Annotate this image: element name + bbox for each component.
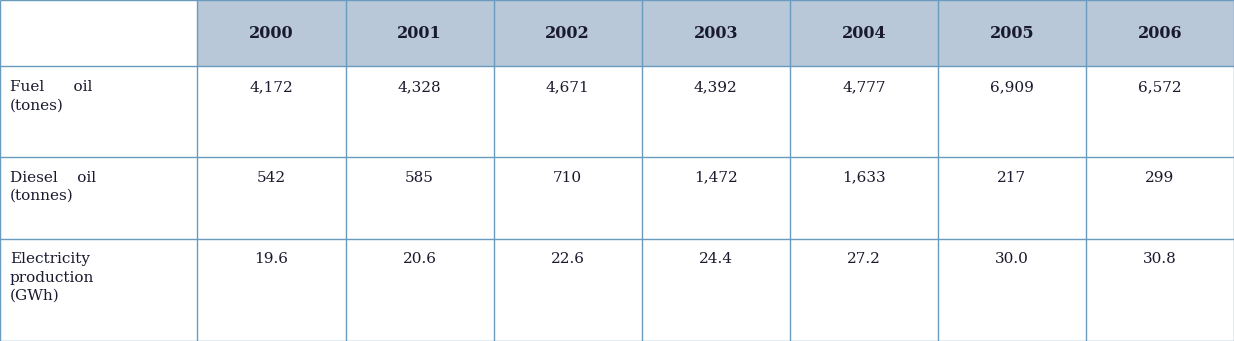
Text: 2002: 2002 xyxy=(545,25,590,42)
Text: 30.8: 30.8 xyxy=(1143,252,1177,266)
Text: 27.2: 27.2 xyxy=(847,252,881,266)
Bar xyxy=(0,239,197,341)
Bar xyxy=(0,157,197,239)
Bar xyxy=(0,66,197,157)
Bar xyxy=(1086,157,1234,239)
Bar xyxy=(790,66,938,157)
Text: 2000: 2000 xyxy=(249,25,294,42)
Text: 2003: 2003 xyxy=(694,25,738,42)
Text: Electricity
production
(GWh): Electricity production (GWh) xyxy=(10,252,94,303)
Bar xyxy=(197,239,346,341)
Bar xyxy=(494,66,642,157)
Text: 4,671: 4,671 xyxy=(545,80,590,94)
Bar xyxy=(197,66,346,157)
Bar xyxy=(790,157,938,239)
Bar xyxy=(0,0,197,66)
Bar xyxy=(346,66,494,157)
Bar xyxy=(790,0,938,66)
Text: 299: 299 xyxy=(1145,170,1175,184)
Text: 19.6: 19.6 xyxy=(254,252,289,266)
Text: 710: 710 xyxy=(553,170,582,184)
Bar xyxy=(642,239,790,341)
Bar xyxy=(346,0,494,66)
Bar xyxy=(1086,0,1234,66)
Bar xyxy=(642,66,790,157)
Bar xyxy=(938,0,1086,66)
Text: 217: 217 xyxy=(997,170,1027,184)
Text: 6,909: 6,909 xyxy=(990,80,1034,94)
Text: 6,572: 6,572 xyxy=(1138,80,1182,94)
Text: 1,633: 1,633 xyxy=(842,170,886,184)
Bar xyxy=(790,239,938,341)
Text: Fuel      oil
(tones): Fuel oil (tones) xyxy=(10,80,93,113)
Text: 4,172: 4,172 xyxy=(249,80,294,94)
Bar xyxy=(494,239,642,341)
Bar xyxy=(346,239,494,341)
Text: 2005: 2005 xyxy=(990,25,1034,42)
Bar xyxy=(642,157,790,239)
Bar xyxy=(938,66,1086,157)
Bar xyxy=(197,0,346,66)
Bar xyxy=(346,157,494,239)
Text: 4,392: 4,392 xyxy=(694,80,738,94)
Bar xyxy=(938,239,1086,341)
Text: 542: 542 xyxy=(257,170,286,184)
Text: 22.6: 22.6 xyxy=(550,252,585,266)
Text: Diesel    oil
(tonnes): Diesel oil (tonnes) xyxy=(10,170,96,203)
Text: 30.0: 30.0 xyxy=(995,252,1029,266)
Bar xyxy=(1086,66,1234,157)
Text: 2004: 2004 xyxy=(842,25,886,42)
Bar xyxy=(494,0,642,66)
Text: 2001: 2001 xyxy=(397,25,442,42)
Bar xyxy=(494,157,642,239)
Text: 2006: 2006 xyxy=(1138,25,1182,42)
Text: 4,328: 4,328 xyxy=(397,80,442,94)
Text: 20.6: 20.6 xyxy=(402,252,437,266)
Text: 24.4: 24.4 xyxy=(698,252,733,266)
Text: 1,472: 1,472 xyxy=(694,170,738,184)
Bar xyxy=(197,157,346,239)
Text: 4,777: 4,777 xyxy=(842,80,886,94)
Text: 585: 585 xyxy=(405,170,434,184)
Bar xyxy=(642,0,790,66)
Bar xyxy=(1086,239,1234,341)
Bar xyxy=(938,157,1086,239)
